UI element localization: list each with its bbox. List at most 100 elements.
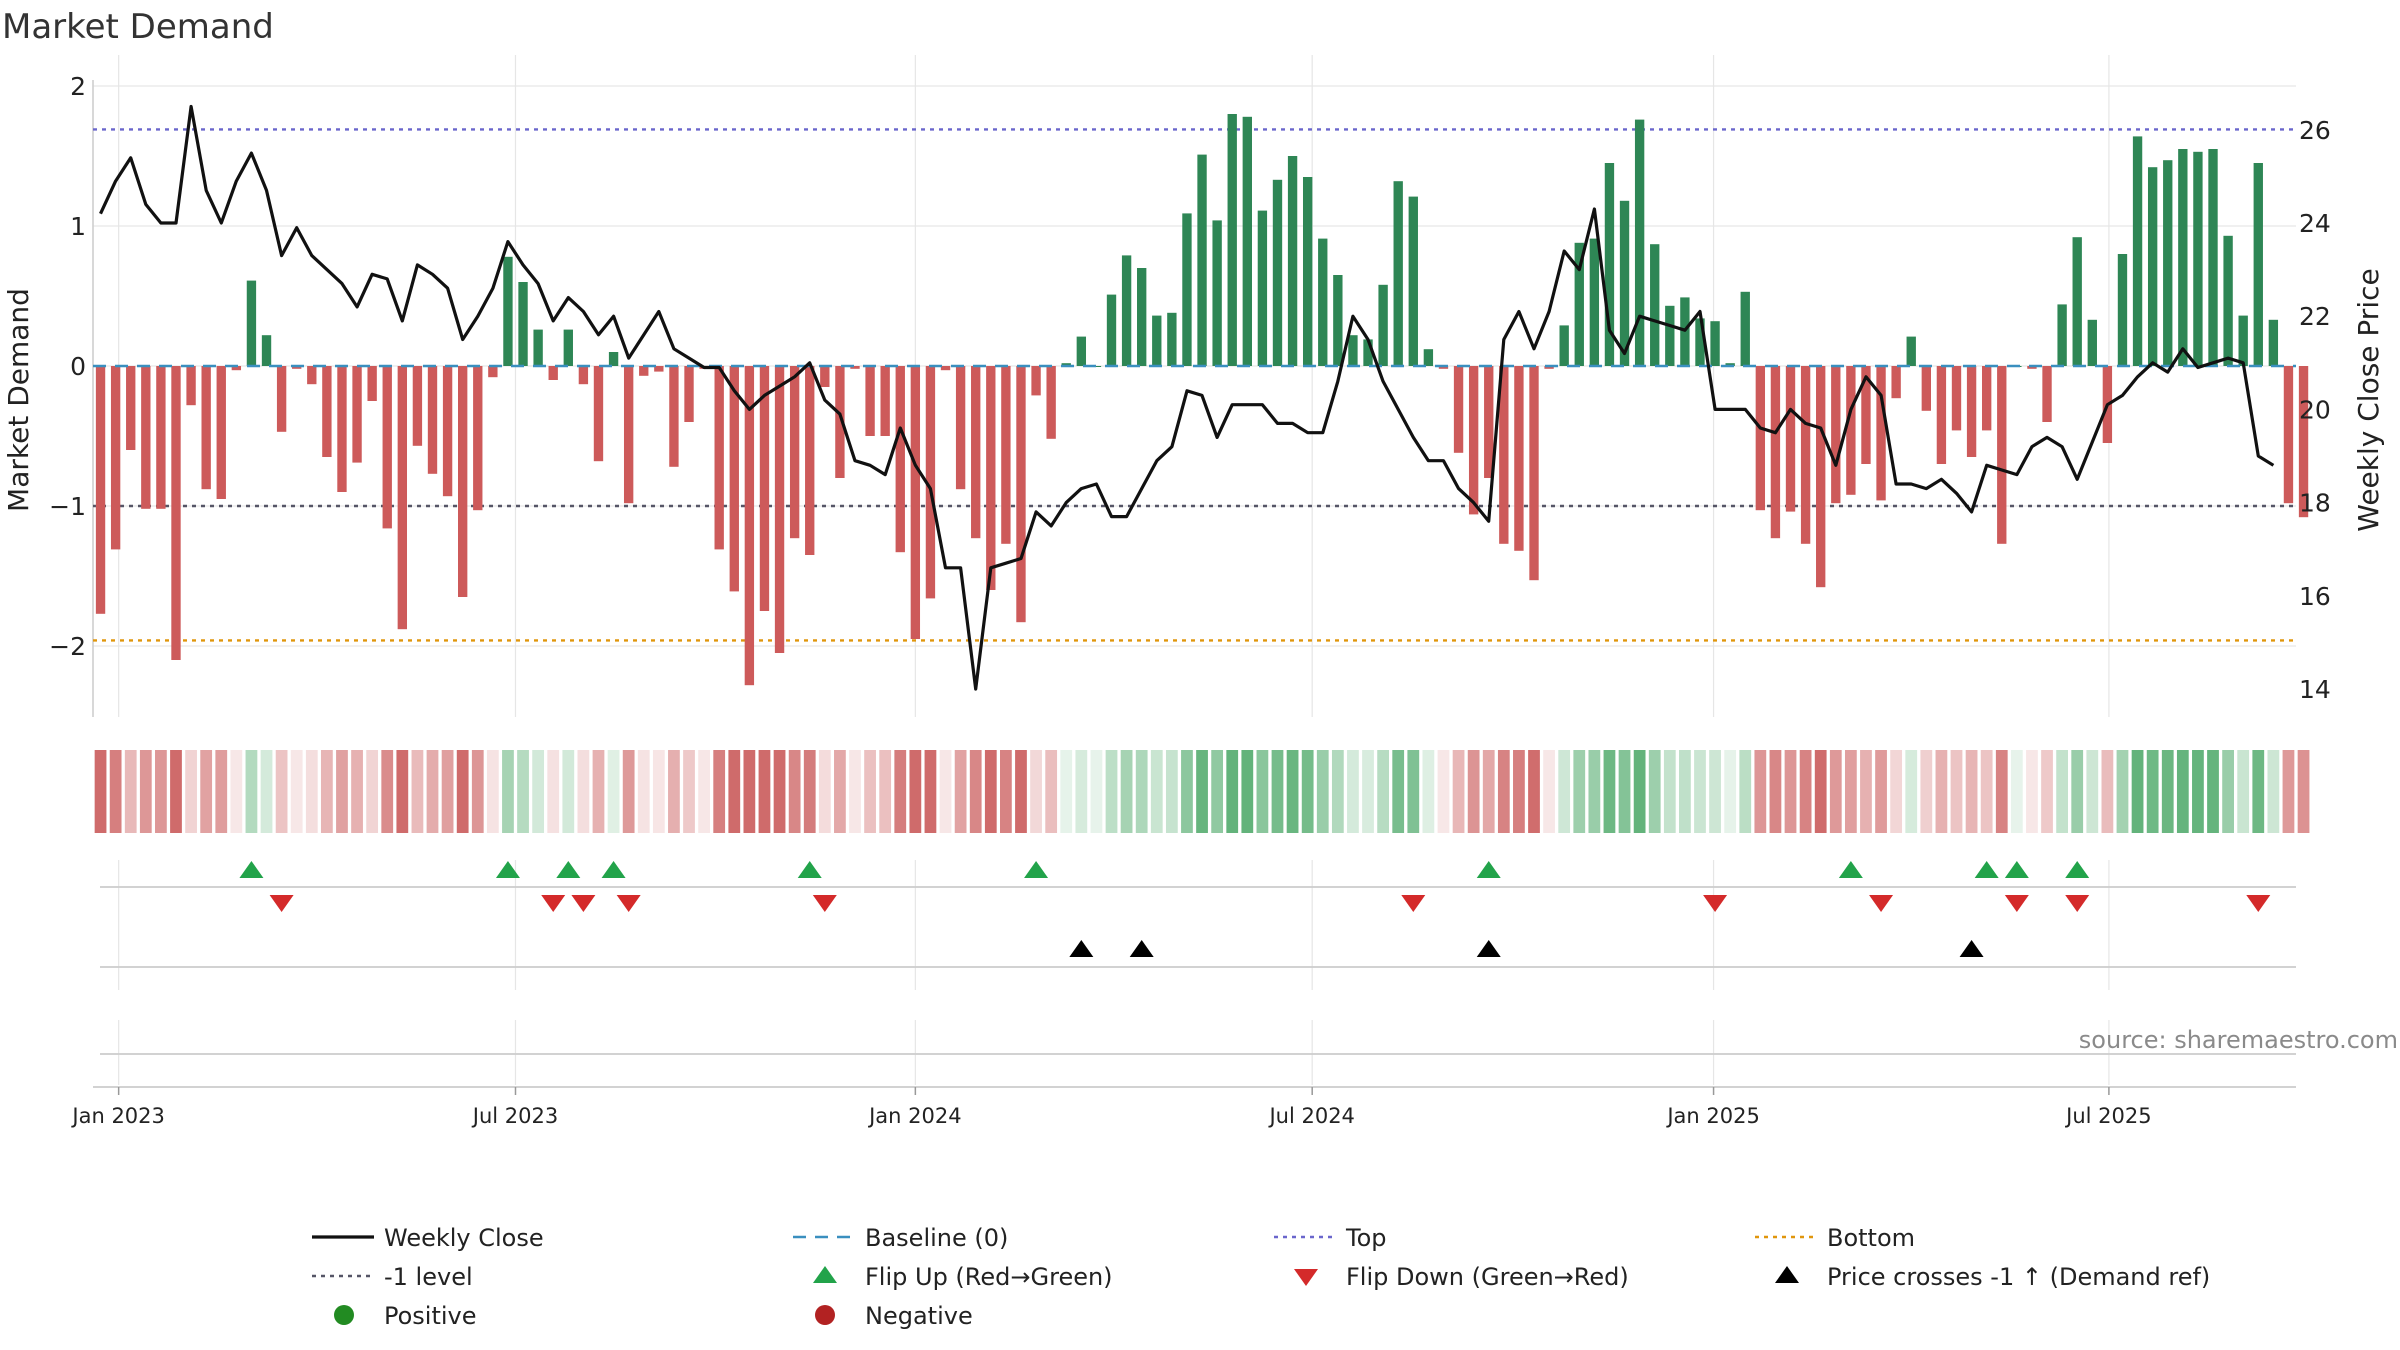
demand-bar <box>1951 366 1962 431</box>
strip-cell <box>170 750 182 833</box>
demand-bar <box>2283 366 2294 504</box>
strip-cell <box>320 750 333 833</box>
strip-cell <box>275 750 288 833</box>
demand-bar <box>593 366 604 462</box>
strip-cell <box>1362 750 1374 833</box>
strip-cell <box>1633 750 1646 833</box>
strip-cell <box>2086 750 2099 833</box>
left-tick-label: −2 <box>49 632 86 661</box>
demand-bar <box>1468 366 1479 515</box>
strip-cell <box>1950 750 1963 833</box>
demand-bar <box>352 366 362 463</box>
demand-bar <box>865 366 875 436</box>
flip-up-marker <box>495 861 520 878</box>
strip-cell <box>230 750 243 833</box>
right-tick-label: 22 <box>2299 302 2331 331</box>
strip-cell <box>502 750 514 833</box>
strip-cell <box>1980 750 1993 833</box>
demand-bar <box>639 366 649 376</box>
demand-bar <box>1619 200 1630 366</box>
strip-cell <box>1437 750 1450 833</box>
strip-cell <box>1995 750 2008 833</box>
demand-bar <box>95 366 106 614</box>
strip-cell <box>1226 750 1239 833</box>
flip-up-marker <box>1476 861 1501 878</box>
x-tick-label: Jan 2025 <box>1665 1104 1760 1128</box>
demand-bar <box>442 366 453 497</box>
flip-down-marker <box>571 895 596 912</box>
demand-bar <box>1333 275 1343 366</box>
strip-cell <box>109 750 122 833</box>
strip-cell <box>1150 750 1163 833</box>
strip-cell <box>1482 750 1495 833</box>
demand-bar <box>1559 325 1569 366</box>
right-tick-label: 14 <box>2299 675 2331 704</box>
demand-bar <box>1514 366 1524 551</box>
demand-bar <box>1272 179 1283 366</box>
flip-down-marker <box>2004 895 2029 912</box>
demand-bar <box>1695 318 1705 366</box>
strip-cell <box>1528 750 1540 833</box>
price-cross-marker <box>1129 940 1154 957</box>
demand-bar <box>2208 149 2218 366</box>
strip-cell <box>1663 750 1676 833</box>
demand-bar <box>2147 167 2158 366</box>
strip-cell <box>1754 750 1767 833</box>
strip-cell <box>743 750 756 833</box>
demand-bar <box>1785 366 1796 512</box>
strip-cell <box>245 750 258 833</box>
legend-price-cross-swatch <box>1775 1266 1799 1283</box>
demand-bar <box>548 366 558 380</box>
strip-cell <box>200 750 213 833</box>
strip-cell <box>1392 750 1405 833</box>
demand-bar <box>1574 242 1584 366</box>
x-tick-label: Jul 2025 <box>2064 1104 2151 1128</box>
strip-cell <box>381 750 394 833</box>
demand-bar <box>1393 181 1403 366</box>
strip-cell <box>562 750 575 833</box>
x-tick-label: Jul 2024 <box>1267 1104 1354 1128</box>
demand-bar <box>1287 156 1298 366</box>
strip-cell <box>1452 750 1465 833</box>
strip-cell <box>1211 750 1224 833</box>
strip-cell <box>1694 750 1706 833</box>
demand-bar <box>1318 238 1328 366</box>
flip-up-marker <box>239 861 264 878</box>
strip-cell <box>1860 750 1872 833</box>
strip-cell <box>94 750 107 833</box>
strip-cell <box>1739 750 1752 833</box>
strip-cell <box>456 750 469 833</box>
demand-bar <box>1665 305 1675 366</box>
flip-up-marker <box>1024 861 1049 878</box>
strip-cell <box>1467 750 1480 833</box>
demand-bar <box>110 366 121 550</box>
demand-bar <box>1046 366 1056 439</box>
strip-cell <box>351 750 363 833</box>
strip-cell <box>305 750 318 833</box>
strip-cell <box>668 750 680 833</box>
legend-positive-swatch <box>334 1305 354 1325</box>
strip-cell <box>411 750 424 833</box>
demand-bar <box>789 366 800 539</box>
flip-down-marker <box>541 895 566 912</box>
strip-cell <box>1407 750 1420 833</box>
demand-bar <box>654 366 664 372</box>
legend-label: Negative <box>865 1302 973 1330</box>
demand-bar <box>2268 319 2279 366</box>
x-tick-label: Jan 2024 <box>867 1104 962 1128</box>
strip-cell <box>1347 750 1359 833</box>
strip-cell <box>1558 750 1571 833</box>
strip-cell <box>1603 750 1616 833</box>
demand-bar <box>1800 366 1811 544</box>
strip-cell <box>849 750 861 833</box>
strip-cell <box>1648 750 1661 833</box>
right-tick-label: 24 <box>2299 209 2331 238</box>
demand-bar <box>1634 119 1645 366</box>
strip-cell <box>185 750 197 833</box>
demand-bars <box>93 114 2309 686</box>
strip-cell <box>2237 750 2250 833</box>
strip-cell <box>2131 750 2144 833</box>
demand-bar <box>1091 366 1102 367</box>
demand-bar <box>1152 315 1162 366</box>
strip-cell <box>1890 750 1903 833</box>
